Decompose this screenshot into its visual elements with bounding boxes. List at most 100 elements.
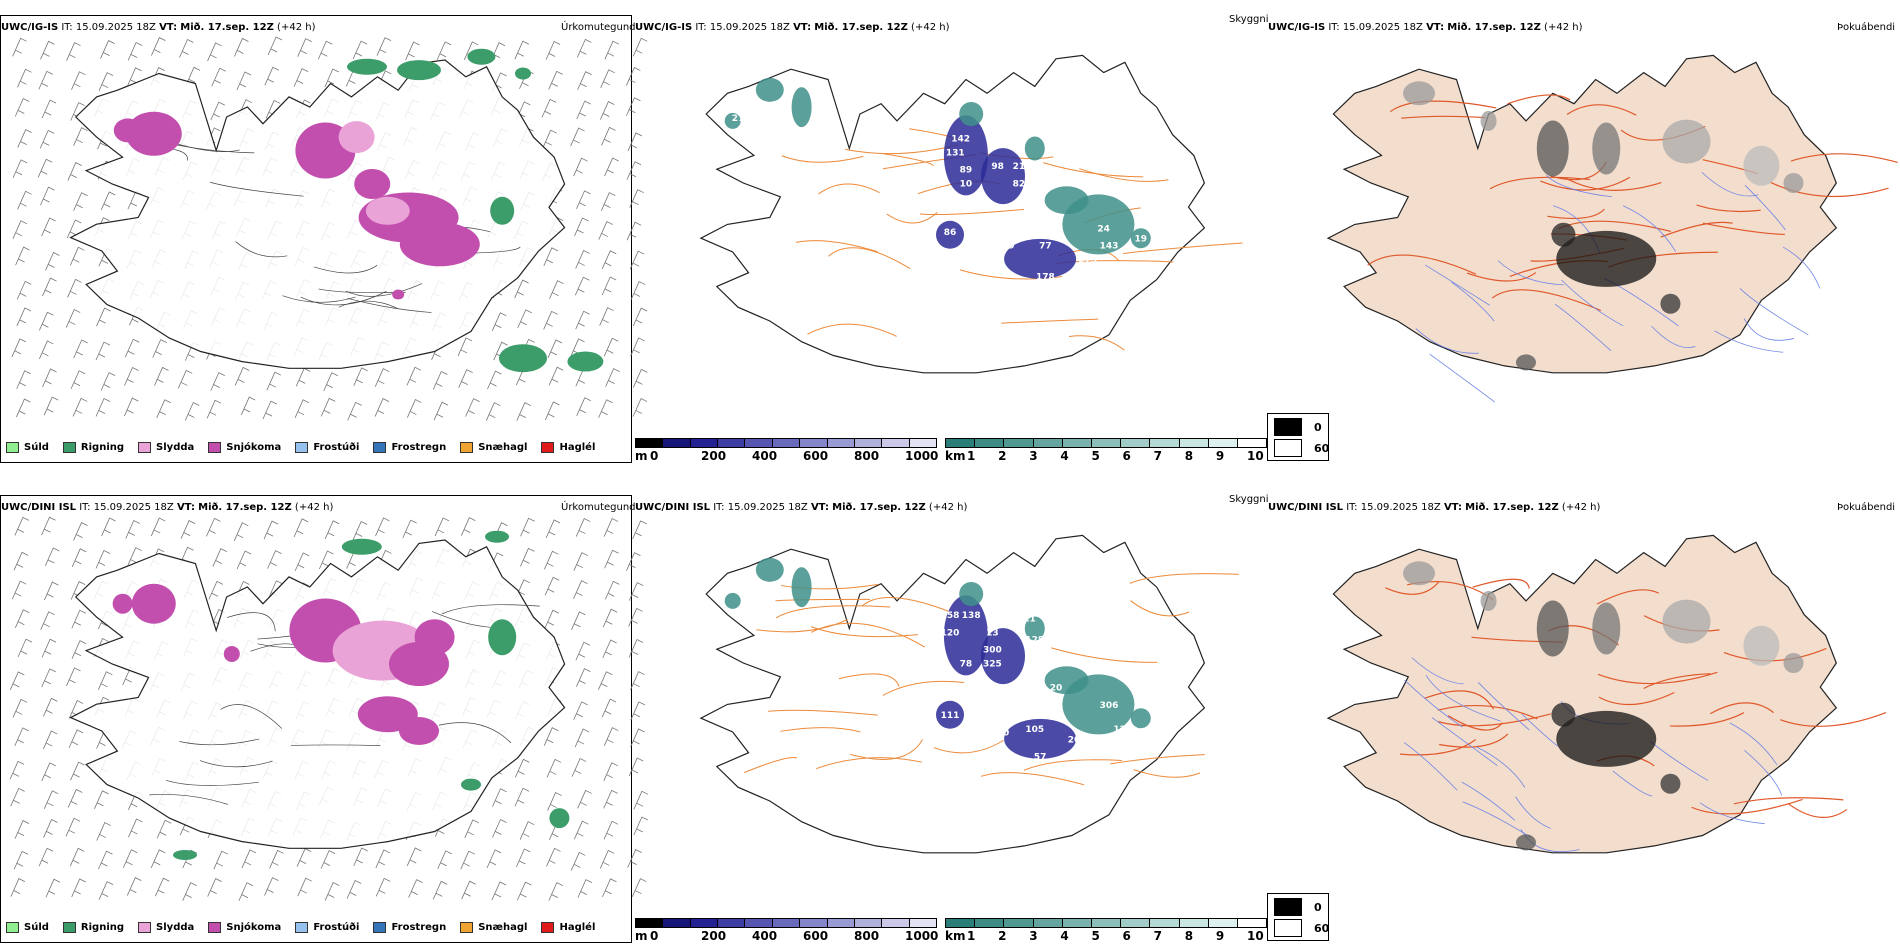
colorbar-cell	[1208, 439, 1238, 447]
wind-barb	[213, 850, 228, 870]
colorbar-cell	[909, 919, 936, 927]
wind-barb	[460, 517, 476, 536]
wind-barb	[346, 879, 362, 899]
wind-barb	[544, 401, 560, 421]
river-line	[1520, 829, 1580, 853]
colorbar-tick: 9	[1215, 929, 1225, 943]
legend-item: Frostúði	[295, 442, 359, 453]
wind-barb	[603, 518, 619, 537]
colorbar-cell	[975, 919, 1005, 927]
legend-swatch	[208, 922, 222, 933]
wind-barb	[100, 40, 115, 59]
wind-barb	[67, 278, 82, 298]
wind-barb	[628, 582, 644, 601]
wind-barb	[605, 368, 620, 387]
wind-barb	[576, 190, 591, 210]
colorbar-cell	[975, 439, 1005, 447]
visibility-area	[959, 582, 984, 606]
wind-barb	[517, 309, 532, 329]
height-label: 143	[1100, 242, 1119, 252]
wind-barb	[39, 340, 54, 360]
wind-barb	[12, 698, 28, 718]
colorbar-tick: 5	[1091, 449, 1100, 463]
wind-barb	[630, 671, 645, 690]
colorbar-cell	[854, 439, 883, 447]
precip-area	[488, 619, 517, 656]
wind-barb	[233, 522, 249, 541]
height-label: 19	[1135, 235, 1148, 245]
road-line	[1023, 759, 1123, 771]
visibility-area	[1044, 186, 1089, 215]
road-line	[775, 598, 871, 602]
wind-barb	[597, 671, 613, 690]
precip-area	[392, 289, 405, 300]
river-line	[1546, 175, 1612, 198]
wind-barb	[40, 611, 55, 630]
wind-barb	[210, 372, 225, 391]
header-it-value: 15.09.2025 18Z	[1360, 502, 1441, 513]
road-line	[347, 298, 432, 313]
fog-area	[1551, 222, 1576, 247]
panel-title-fog: Þokuábendi	[1837, 22, 1896, 33]
wind-barb	[576, 100, 591, 120]
road-line	[1001, 318, 1099, 324]
wind-barb	[43, 396, 59, 416]
wind-barb	[626, 97, 641, 116]
road-line	[1367, 254, 1477, 275]
panel-header: UWC/IG-IS IT: 15.09.2025 18Z VT: Mið. 17…	[1, 22, 315, 34]
road-line	[1790, 153, 1898, 164]
legend-swatch	[62, 922, 76, 933]
wind-barb	[126, 877, 142, 896]
wind-barb	[154, 366, 169, 386]
precip-legend: Súld Rigning Slydda Snjókoma Frostúði Frostre…	[6, 442, 595, 453]
wind-barb	[267, 550, 282, 569]
wind-barb	[492, 788, 507, 807]
legend-swatch	[373, 442, 387, 453]
wind-barb	[14, 727, 29, 747]
fog-legend-dark-label: 0	[1314, 900, 1322, 914]
header-vt-label: VT:	[1426, 22, 1445, 33]
header-vt-value: Mið. 17.sep. 12Z	[1465, 502, 1559, 513]
m-bar: m 0 200 400 600 800 1000	[635, 438, 938, 468]
colorbar-tick: 600	[803, 929, 829, 943]
wind-barb	[98, 72, 114, 91]
wind-barb	[405, 41, 420, 61]
legend-swatch	[138, 922, 152, 933]
visibility-area	[791, 567, 812, 608]
height-label: 24	[1097, 224, 1110, 234]
colorbar-tick: 2	[998, 449, 1007, 463]
wind-barb	[602, 608, 618, 628]
fog-map	[1326, 54, 1898, 403]
height-label: 98	[991, 162, 1004, 172]
panel-title-fog: Þokuábendi	[1837, 502, 1896, 513]
colorbar-cell	[690, 919, 719, 927]
colorbar-cell	[745, 919, 773, 927]
height-label: 306	[1100, 701, 1119, 711]
wind-barb	[39, 311, 54, 331]
road-line	[226, 612, 276, 632]
wind-barb	[12, 159, 28, 179]
wind-barb	[549, 280, 564, 299]
wind-barb	[546, 758, 562, 778]
height-label: 20	[1050, 684, 1063, 694]
wind-barb	[600, 101, 615, 120]
height-label: 12	[1113, 725, 1126, 735]
legend-label: Rigning	[80, 922, 125, 933]
colorbar-cell	[800, 439, 828, 447]
road-line	[175, 143, 240, 153]
wind-barb	[124, 366, 139, 386]
legend-item: Snæhagl	[460, 442, 527, 453]
wind-barb	[628, 607, 643, 627]
wind-barb	[576, 38, 592, 58]
river-line	[1431, 717, 1498, 766]
visibility-area	[1024, 616, 1045, 641]
wind-barb	[492, 818, 507, 838]
wind-barb	[12, 220, 28, 239]
colorbar-cell	[1091, 919, 1122, 927]
river-line	[1477, 682, 1530, 731]
wind-barb	[264, 66, 279, 86]
colorbar-cell	[690, 439, 719, 447]
header-it-label: IT:	[1328, 22, 1340, 33]
wind-barb	[127, 41, 143, 61]
fog-legend-dark: 0	[1274, 418, 1322, 436]
